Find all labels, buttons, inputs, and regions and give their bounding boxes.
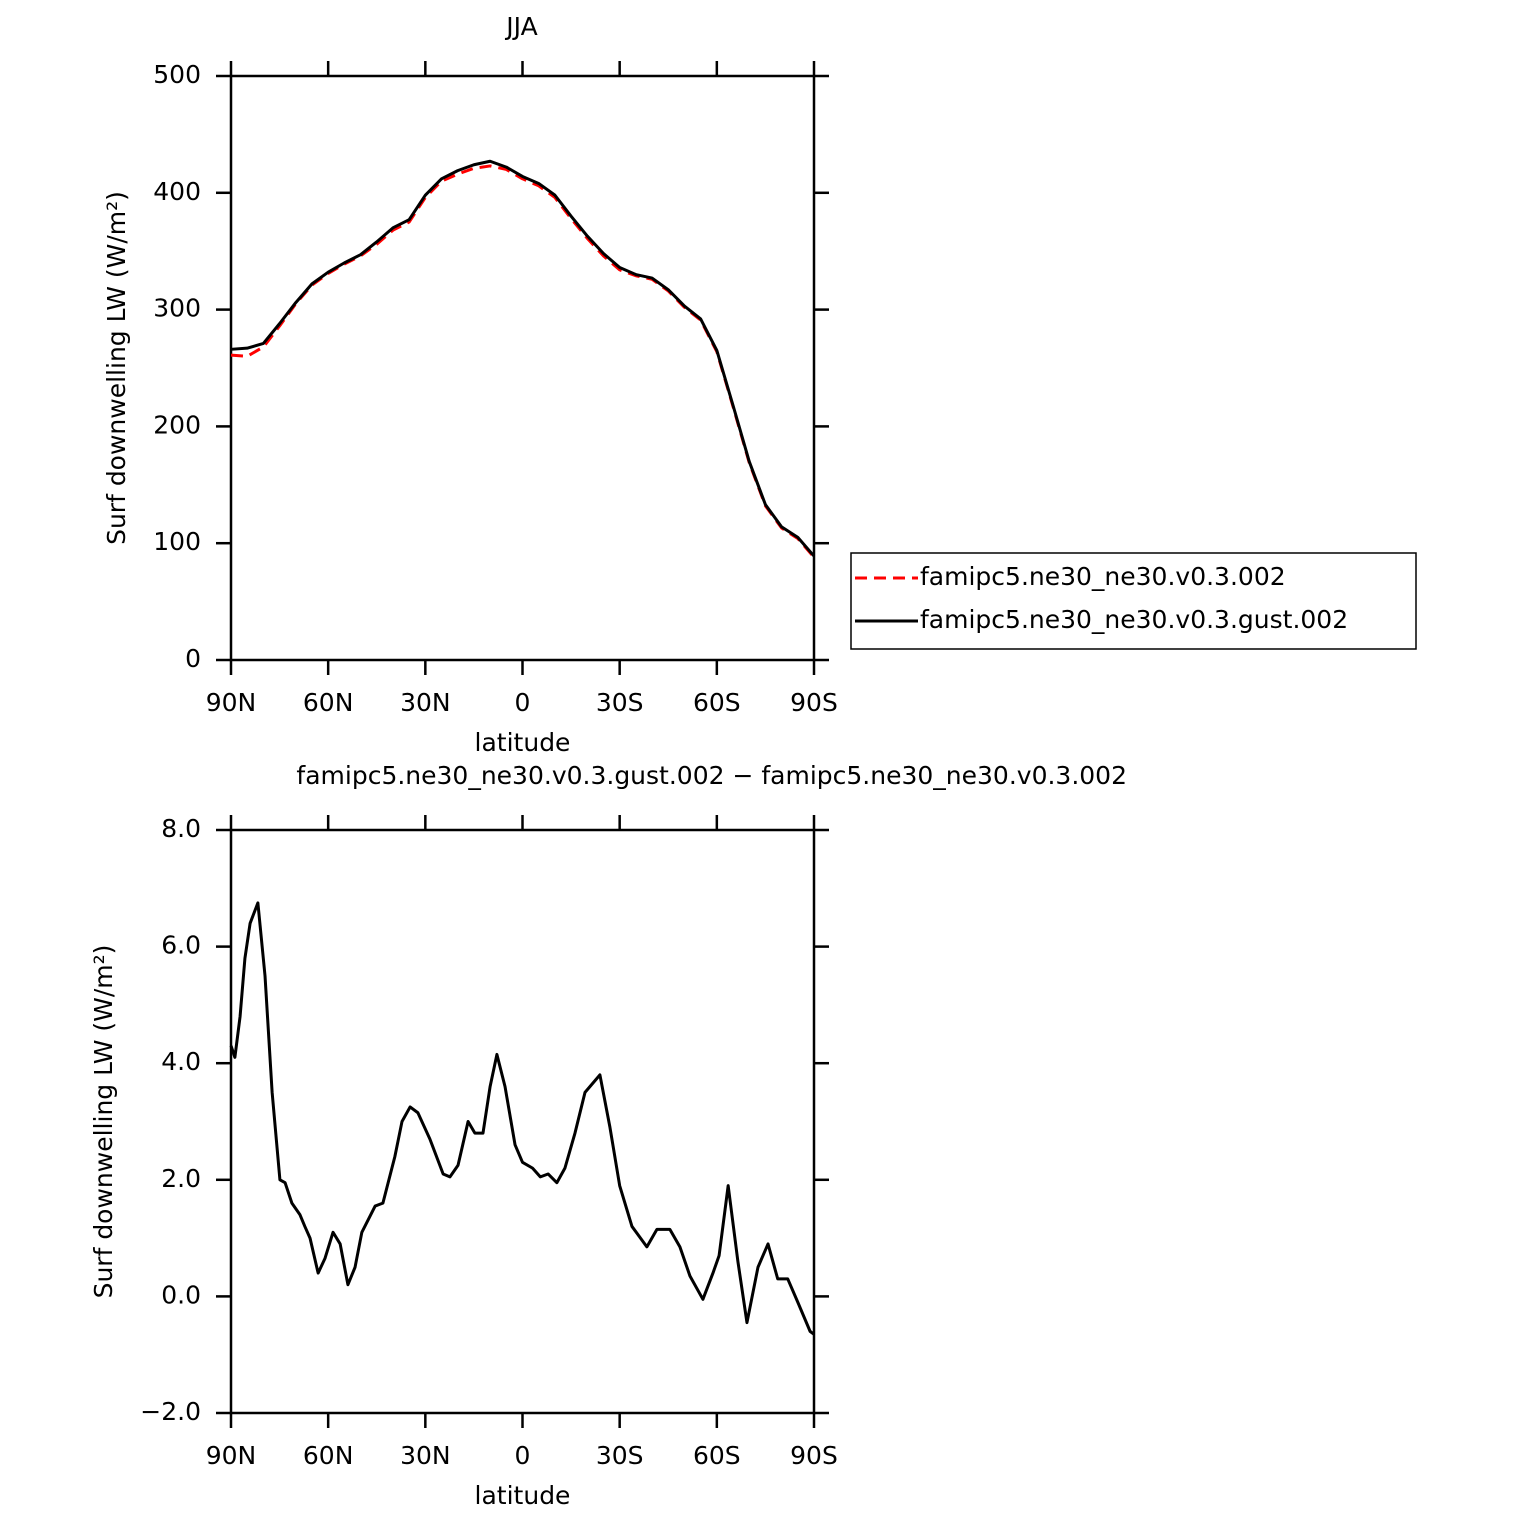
legend-label: famipc5.ne30_ne30.v0.3.002 [920,562,1286,591]
x-tick-label: 60S [693,688,741,717]
x-tick-label: 0 [515,1441,531,1470]
x-tick-label: 90N [206,688,257,717]
x-tick-label: 30N [400,1441,451,1470]
data-line [230,159,816,558]
y-tick-label: 2.0 [161,1164,201,1193]
y-tick-label: 4.0 [161,1047,201,1076]
chart-title: JJA [504,12,537,41]
y-tick-label: 300 [153,294,201,323]
y-axis-label: Surf downwelling LW (W/m²) [89,945,118,1299]
x-tick-label: 30S [596,688,644,717]
y-tick-label: 6.0 [161,931,201,960]
plot-frame [229,74,816,662]
x-tick-label: 90S [790,688,838,717]
legend-box [850,552,1417,650]
y-axis-label: Surf downwelling LW (W/m²) [102,191,131,545]
y-tick-label: 0 [185,644,201,673]
x-tick-label: 90S [790,1441,838,1470]
chart-title: famipc5.ne30_ne30.v0.3.gust.002 − famipc… [296,761,1127,790]
y-tick-label: 0.0 [161,1280,201,1309]
x-tick-label: 60S [693,1441,741,1470]
y-tick-label: 200 [153,410,201,439]
data-line [229,901,815,1336]
x-tick-label: 30S [596,1441,644,1470]
y-tick-label: −2.0 [140,1397,201,1426]
legend-label: famipc5.ne30_ne30.v0.3.gust.002 [920,605,1348,634]
data-line [230,164,816,559]
y-tick-label: 100 [153,527,201,556]
x-tick-label: 0 [515,688,531,717]
y-tick-label: 500 [153,60,201,89]
y-tick-label: 400 [153,177,201,206]
x-tick-label: 60N [303,688,354,717]
plot-frame [229,828,816,1415]
y-tick-label: 8.0 [161,814,201,843]
x-tick-label: 30N [400,688,451,717]
x-axis-label: latitude [475,728,571,757]
x-tick-label: 90N [206,1441,257,1470]
x-tick-label: 60N [303,1441,354,1470]
x-axis-label: latitude [475,1481,571,1510]
